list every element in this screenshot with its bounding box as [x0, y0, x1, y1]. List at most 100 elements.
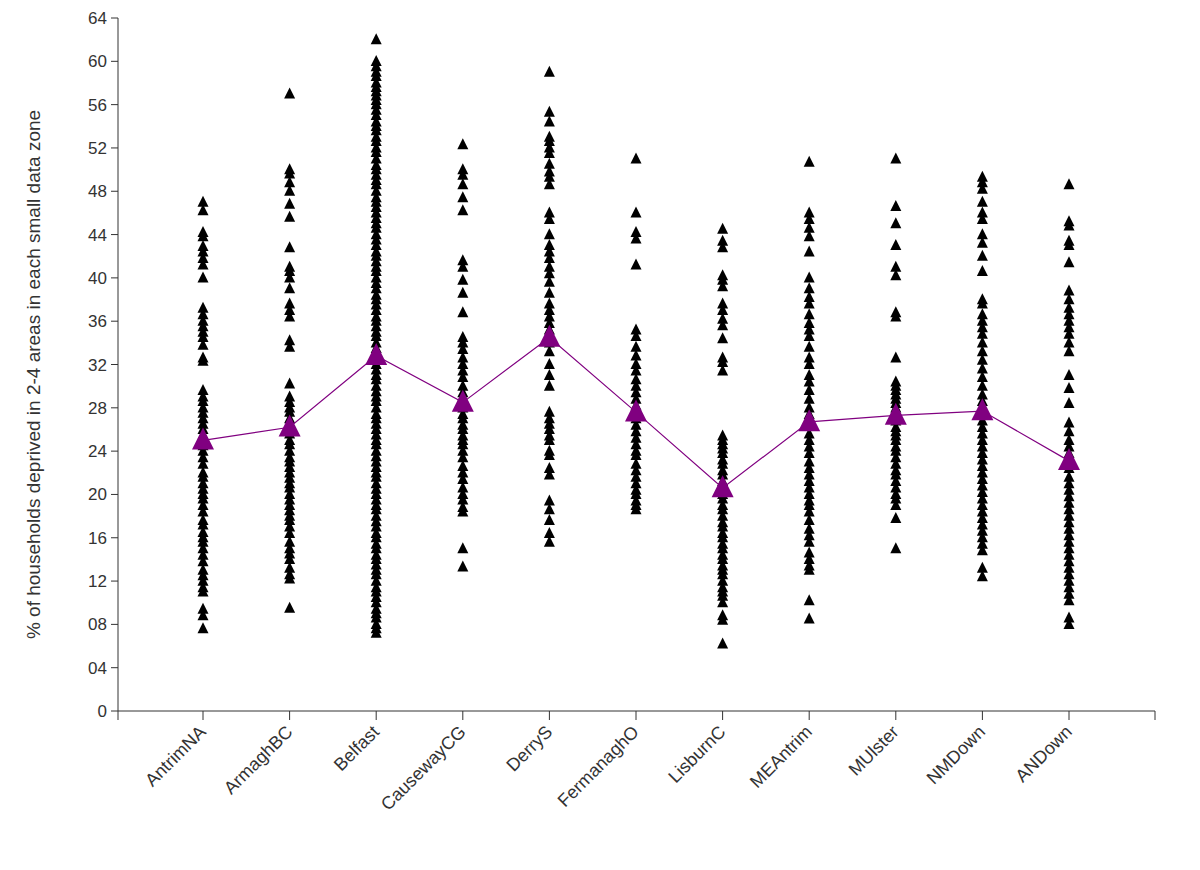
point — [631, 259, 642, 270]
x-tick-label: ANDown — [1011, 722, 1075, 786]
point — [1064, 239, 1075, 250]
point — [804, 613, 815, 624]
point — [198, 259, 209, 270]
y-tick — [111, 711, 118, 712]
y-tick-label: 08 — [88, 615, 107, 634]
point — [804, 246, 815, 257]
point — [544, 147, 555, 158]
point — [717, 241, 728, 252]
y-tick — [111, 667, 118, 668]
x-tick-label: FermanaghO — [554, 722, 643, 811]
point — [804, 230, 815, 241]
point — [544, 503, 555, 514]
point — [457, 178, 468, 189]
y-tick — [111, 234, 118, 235]
x-tick-label: ArmaghBC — [220, 722, 296, 798]
point — [804, 330, 815, 341]
point — [804, 341, 815, 352]
y-tick-label: 40 — [88, 269, 107, 288]
mean-marker — [625, 399, 647, 421]
point — [804, 297, 815, 308]
point — [284, 282, 295, 293]
x-tick-label: DerryS — [502, 722, 556, 776]
y-tick — [111, 364, 118, 365]
point — [717, 223, 728, 234]
point — [371, 33, 382, 44]
point — [544, 287, 555, 298]
y-tick — [111, 407, 118, 408]
x-tick-label: Belfast — [330, 722, 383, 775]
point — [631, 503, 642, 514]
point — [284, 271, 295, 282]
point — [1064, 345, 1075, 356]
point — [977, 297, 988, 308]
point — [544, 369, 555, 380]
point — [1064, 178, 1075, 189]
point — [890, 512, 901, 523]
point — [804, 536, 815, 547]
y-axis-label: % of households deprived in 2-4 areas in… — [23, 110, 44, 639]
point — [371, 627, 382, 638]
x-axis-end — [118, 711, 119, 720]
x-tick — [722, 711, 723, 720]
point — [198, 230, 209, 241]
point — [284, 198, 295, 209]
y-tick — [111, 581, 118, 582]
point — [544, 66, 555, 77]
point — [890, 152, 901, 163]
mean-marker — [192, 428, 214, 450]
y-tick-label: 64 — [88, 9, 107, 28]
mean-marker — [885, 403, 907, 425]
point — [198, 339, 209, 350]
x-tick-label: CausewayCG — [377, 722, 470, 815]
point — [544, 536, 555, 547]
mean-marker — [365, 343, 387, 365]
point — [198, 622, 209, 633]
point — [544, 228, 555, 239]
point — [890, 310, 901, 321]
mean-marker — [538, 325, 560, 347]
y-tick — [111, 61, 118, 62]
point — [717, 365, 728, 376]
point — [977, 265, 988, 276]
point — [284, 310, 295, 321]
point — [717, 332, 728, 343]
point — [457, 561, 468, 572]
mean-marker — [971, 398, 993, 420]
axes: 004081216202428323640444852566064AntrimN… — [88, 9, 1155, 814]
y-tick-label: 44 — [88, 226, 107, 245]
x-tick — [462, 711, 463, 720]
point — [284, 573, 295, 584]
point — [804, 156, 815, 167]
point — [544, 106, 555, 117]
point — [544, 276, 555, 287]
point — [284, 602, 295, 613]
point — [457, 306, 468, 317]
point — [544, 449, 555, 460]
point — [977, 250, 988, 261]
point — [890, 542, 901, 553]
point — [631, 233, 642, 244]
point — [544, 345, 555, 356]
y-tick — [111, 191, 118, 192]
point — [544, 469, 555, 480]
mean-marker — [712, 475, 734, 497]
x-tick-label: AntrimNA — [141, 722, 210, 791]
x-tick — [1069, 711, 1070, 720]
x-tick — [376, 711, 377, 720]
point — [977, 544, 988, 555]
mean-line — [203, 337, 1069, 488]
y-tick — [111, 147, 118, 148]
x-tick-label: MUlster — [845, 722, 903, 780]
point — [804, 271, 815, 282]
y-tick-label: 36 — [88, 312, 107, 331]
point — [717, 280, 728, 291]
y-tick-label: 48 — [88, 182, 107, 201]
point — [977, 196, 988, 207]
point — [457, 138, 468, 149]
y-tick-label: 32 — [88, 356, 107, 375]
point — [457, 191, 468, 202]
point — [284, 378, 295, 389]
x-tick-label: MEAntrim — [746, 722, 816, 792]
point — [1064, 382, 1075, 393]
